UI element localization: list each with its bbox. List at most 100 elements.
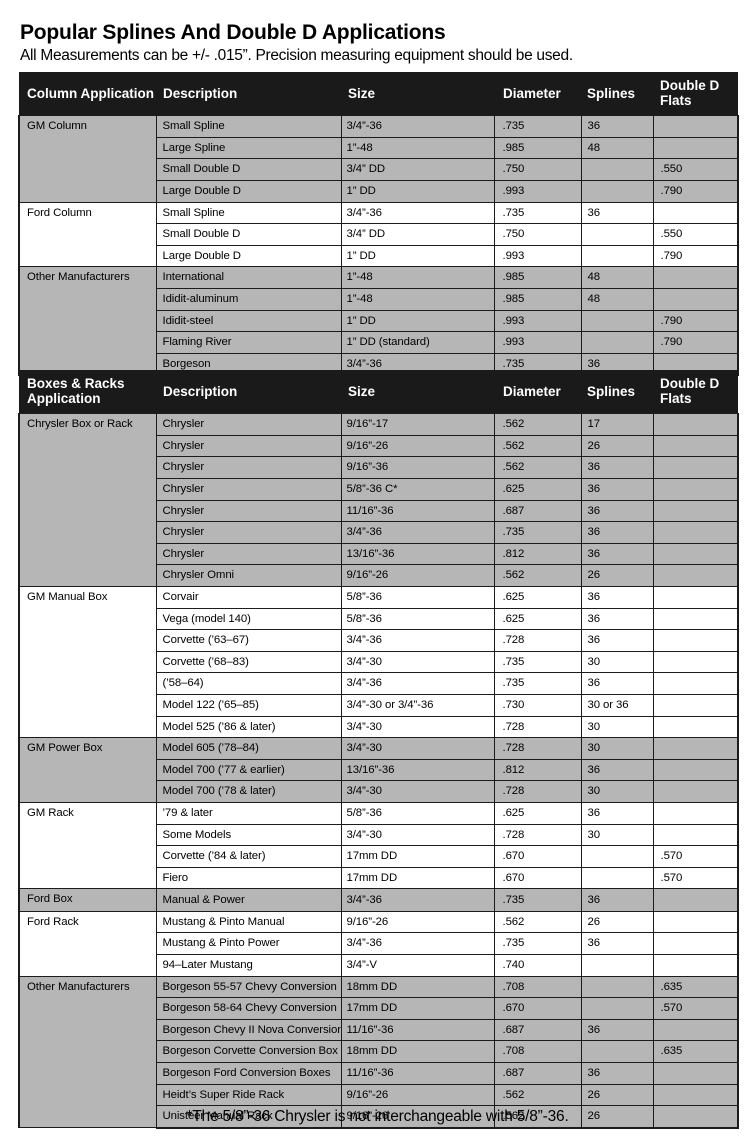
- page-title: Popular Splines And Double D Application…: [20, 21, 446, 44]
- size-cell: 9/16”-17: [340, 413, 495, 436]
- description-cell: Model 122 (’65–85): [155, 693, 342, 717]
- description-cell: Small Double D: [155, 223, 342, 246]
- splines-cell: 36: [580, 1018, 654, 1042]
- size-cell: 5/8”-36 C*: [340, 478, 495, 501]
- double-d-flats-cell: .790: [652, 244, 739, 268]
- table-row: Unisteer Manual Rack 9/16”-26.562 26: [19, 1105, 739, 1129]
- splines-cell: 26: [580, 1105, 654, 1129]
- splines-cell: 36: [580, 801, 654, 825]
- diameter-cell: .750: [493, 158, 582, 181]
- size-cell: 3/4”-30: [340, 650, 495, 674]
- table-row: GM Power Box Model 605 (’78–84) 3/4”-30.72…: [18, 737, 739, 803]
- table-row: Large Double D 1” DD .993 .790: [19, 180, 739, 203]
- description-cell: Some Models: [155, 823, 342, 847]
- diameter-cell: .708: [493, 1040, 582, 1064]
- splines-cell: 30: [580, 737, 654, 760]
- application-group-cell: Ford Rack: [18, 910, 157, 977]
- double-d-flats-cell: [652, 954, 739, 977]
- double-d-flats-cell: [652, 1105, 739, 1129]
- splines-cell: 36: [580, 478, 654, 501]
- size-cell: 11/16”-36: [340, 1018, 495, 1042]
- column-header-application: Column Application: [19, 72, 156, 116]
- size-cell: 17mm DD: [340, 866, 495, 890]
- table-row: Large Double D 1” DD .993 .790: [19, 244, 739, 268]
- description-cell: 94–Later Mustang: [155, 954, 342, 977]
- description-cell: Model 605 (’78–84): [155, 737, 342, 760]
- description-cell: Borgeson Corvette Conversion Box: [155, 1040, 342, 1064]
- diameter-cell: .728: [493, 629, 582, 652]
- column-header-double-d-flats: Double D Flats: [653, 370, 738, 414]
- splines-cell: 30: [580, 780, 654, 803]
- splines-cell: [580, 1040, 654, 1064]
- column-header-description: Description: [156, 72, 341, 116]
- table-row: Corvette (’84 & later) 17mm DD .670 .570: [19, 845, 739, 868]
- diameter-cell: .735: [493, 650, 582, 674]
- size-cell: 3/4”-36: [340, 932, 495, 956]
- splines-cell: 36: [580, 201, 654, 225]
- size-cell: 3/4”-36: [340, 115, 495, 138]
- diameter-cell: .735: [493, 888, 582, 912]
- diameter-cell: .687: [493, 1062, 582, 1085]
- table-row: Other Manufacturers International 1”-48.98…: [18, 266, 739, 376]
- size-cell: 3/4”-V: [340, 954, 495, 977]
- description-cell: Chrysler: [155, 456, 342, 479]
- diameter-cell: .985: [493, 287, 582, 311]
- double-d-flats-cell: [652, 737, 739, 760]
- double-d-flats-cell: [652, 823, 739, 847]
- diameter-cell: .670: [493, 866, 582, 890]
- splines-cell: 36: [580, 585, 654, 609]
- size-cell: 11/16”-36: [340, 1062, 495, 1085]
- diameter-cell: .730: [493, 693, 582, 717]
- column-header-splines: Splines: [581, 370, 653, 414]
- splines-cell: 36: [580, 888, 654, 912]
- splines-cell: [580, 975, 654, 999]
- splines-cell: 36: [580, 672, 654, 695]
- splines-cell: 36: [580, 1062, 654, 1085]
- description-cell: ’79 & later: [155, 801, 342, 825]
- splines-cell: 36: [580, 607, 654, 631]
- double-d-flats-cell: [652, 888, 739, 912]
- size-cell: 3/4”-36: [340, 672, 495, 695]
- size-cell: 9/16”-26: [340, 1105, 495, 1129]
- double-d-flats-cell: .790: [652, 180, 739, 203]
- description-cell: Chrysler: [155, 542, 342, 566]
- size-cell: 1”-48: [340, 287, 495, 311]
- splines-cell: [580, 954, 654, 977]
- table-row: Heidt’s Super Ride Rack 9/16”-26.562 26: [19, 1083, 739, 1107]
- splines-cell: 36: [580, 456, 654, 479]
- diameter-cell: .812: [493, 758, 582, 782]
- description-cell: Large Double D: [155, 180, 342, 203]
- diameter-cell: .735: [493, 521, 582, 544]
- splines-cell: 17: [580, 413, 654, 436]
- splines-cell: [580, 180, 654, 203]
- size-cell: 5/8”-36: [340, 607, 495, 631]
- description-cell: Unisteer Manual Rack: [155, 1105, 342, 1129]
- size-cell: 18mm DD: [340, 975, 495, 999]
- table-row: GM Column Small Spline 3/4”-36.735 36: [18, 115, 739, 203]
- description-cell: Model 700 (’78 & later): [155, 780, 342, 803]
- column-header-splines: Splines: [581, 72, 653, 116]
- size-cell: 3/4”-36: [340, 201, 495, 225]
- header-row: Column Application Description Size Diam…: [19, 72, 738, 116]
- application-group-cell: GM Power Box: [18, 737, 157, 803]
- description-cell: Fiero: [155, 866, 342, 890]
- description-cell: Flaming River: [155, 331, 342, 354]
- diameter-cell: .708: [493, 975, 582, 999]
- description-cell: Small Spline: [155, 115, 342, 138]
- description-cell: Model 700 (’77 & earlier): [155, 758, 342, 782]
- size-cell: 9/16”-26: [340, 1083, 495, 1107]
- description-cell: Chrysler: [155, 499, 342, 523]
- double-d-flats-cell: [652, 715, 739, 739]
- double-d-flats-cell: [652, 456, 739, 479]
- double-d-flats-cell: .635: [652, 1040, 739, 1064]
- double-d-flats-cell: .550: [652, 223, 739, 246]
- diameter-cell: .562: [493, 1105, 582, 1129]
- table-row: Chrysler Box or Rack Chrysler 9/16”-17.562…: [18, 413, 739, 587]
- diameter-cell: .625: [493, 585, 582, 609]
- column-header-diameter: Diameter: [494, 370, 581, 414]
- footnote: *The 5/8”-36 Chrysler is not interchange…: [186, 1108, 569, 1125]
- application-group-cell: Other Manufacturers: [18, 975, 157, 1129]
- splines-cell: [580, 244, 654, 268]
- size-cell: 3/4”-30: [340, 780, 495, 803]
